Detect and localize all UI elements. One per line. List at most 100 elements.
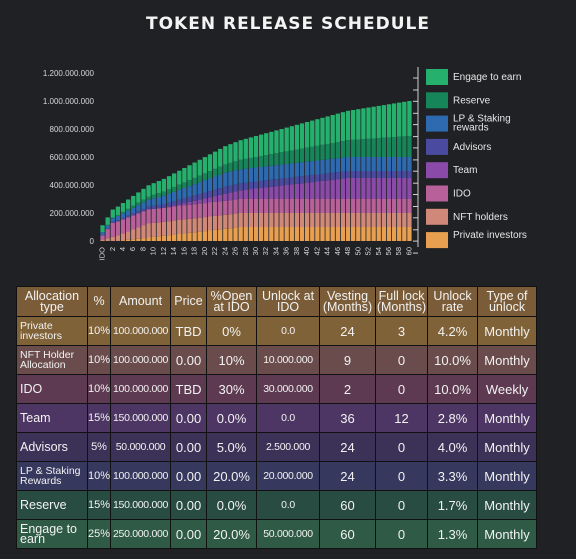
bar-segment xyxy=(177,220,182,234)
bar-segment xyxy=(248,182,254,190)
bar-segment xyxy=(356,171,361,178)
bar-segment xyxy=(258,227,264,241)
bar-segment xyxy=(238,227,243,241)
bar-segment xyxy=(125,199,131,209)
table-cell: IDO xyxy=(16,374,88,404)
bar-segment xyxy=(376,178,381,199)
table-cell: Engage to earn xyxy=(16,519,88,549)
bar-segment xyxy=(407,178,412,199)
bar-segment xyxy=(330,158,335,173)
bar-segment xyxy=(356,109,361,140)
bar-segment xyxy=(269,154,274,166)
bar-segment xyxy=(391,178,397,199)
bar-segment xyxy=(371,106,376,139)
bar-segment xyxy=(141,202,146,209)
bar-segment xyxy=(197,193,202,200)
x-tick-label: 20 xyxy=(200,247,209,255)
table-cell: 0.0 xyxy=(256,403,321,433)
bar-segment xyxy=(371,213,376,227)
bar-segment xyxy=(156,208,161,223)
bar-segment xyxy=(141,238,146,241)
bar-segment xyxy=(218,148,223,167)
bar-segment xyxy=(131,207,136,214)
bar-segment xyxy=(166,189,172,194)
page-title: TOKEN RELEASE SCHEDULE xyxy=(146,14,430,34)
x-tick-label: 12 xyxy=(159,247,168,255)
bar-segment xyxy=(299,162,305,177)
bar-segment xyxy=(366,138,371,157)
bar-segment xyxy=(166,202,172,207)
table-cell: 3.3% xyxy=(427,461,479,491)
bar-segment xyxy=(279,213,284,227)
bar-segment xyxy=(141,199,146,203)
bar-segment xyxy=(315,145,320,161)
bar-segment xyxy=(207,202,213,217)
table-cell: 15% xyxy=(86,403,112,433)
bar-segment xyxy=(238,169,243,184)
bar-segment xyxy=(320,159,325,174)
bar-segment xyxy=(299,199,305,213)
table-cell: 10% xyxy=(86,345,112,375)
bar-segment xyxy=(223,214,228,229)
bar-segment xyxy=(156,204,161,209)
table-header-row: Allocation type% Amount Price %Open at IDO U… xyxy=(16,286,538,317)
table-cell: 30% xyxy=(206,374,258,404)
bar-segment xyxy=(238,190,243,199)
bar-segment xyxy=(294,149,300,163)
bar-segment xyxy=(361,171,366,178)
bar-segment xyxy=(310,227,315,241)
bar-segment xyxy=(202,203,208,218)
table-cell: 0.00 xyxy=(170,461,208,491)
legend-swatch xyxy=(426,138,448,155)
table-cell: 1.3% xyxy=(427,519,479,549)
x-tick-label: 10 xyxy=(149,247,158,255)
table-cell: Monthly xyxy=(477,432,538,462)
x-tick-label: 46 xyxy=(333,247,342,255)
table-header-cell: Vesting (Months) xyxy=(319,286,377,317)
table-row: IDO 10% 100.000.000 TBD 30% 30.000.000 2 0 10.0%… xyxy=(16,374,538,404)
bar-segment xyxy=(182,203,187,206)
bar-segment xyxy=(243,158,248,169)
bar-segment xyxy=(320,173,325,181)
bar-segment xyxy=(356,157,361,171)
bar-segment xyxy=(172,234,177,241)
bar-segment xyxy=(258,187,264,199)
bar-segment xyxy=(330,179,335,199)
bar-segment xyxy=(207,154,213,172)
table-cell: 24 xyxy=(319,432,377,462)
bar-segment xyxy=(289,177,294,185)
bar-segment xyxy=(125,231,131,240)
bar-segment xyxy=(279,185,284,199)
bar-segment xyxy=(212,151,218,169)
bar-segment xyxy=(356,213,361,227)
bar-segment xyxy=(105,224,110,226)
bar-segment xyxy=(151,205,156,209)
bar-segment xyxy=(340,171,346,179)
bar-segment xyxy=(187,165,192,181)
stacked-area-bars xyxy=(100,101,412,241)
bar-segment xyxy=(391,227,397,241)
bar-segment xyxy=(279,129,284,153)
table-cell: 0.0 xyxy=(256,316,321,346)
bar-segment xyxy=(131,205,136,208)
x-tick-label: 32 xyxy=(261,247,270,255)
bar-segment xyxy=(233,213,238,228)
bar-segment xyxy=(243,189,248,199)
bar-segment xyxy=(315,174,320,182)
bar-segment xyxy=(197,159,202,176)
bar-segment xyxy=(386,171,392,178)
bar-segment xyxy=(340,157,346,172)
bar-segment xyxy=(202,180,208,193)
bar-segment xyxy=(320,227,325,241)
bar-segment xyxy=(212,176,218,190)
bar-segment xyxy=(248,137,254,158)
bar-segment xyxy=(182,219,187,234)
legend-label: Reserve xyxy=(453,95,491,106)
bar-segment xyxy=(320,213,325,227)
legend-label: IDO xyxy=(453,189,471,200)
bar-segment xyxy=(146,185,151,197)
bar-segment xyxy=(136,205,141,212)
bar-segment xyxy=(340,199,346,213)
bar-segment xyxy=(330,227,335,241)
bar-segment xyxy=(151,208,156,223)
